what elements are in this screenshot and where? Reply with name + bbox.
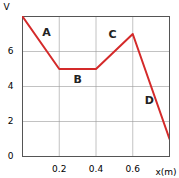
svg-text:x(m): x(m) (155, 167, 176, 177)
svg-text:4: 4 (8, 81, 14, 91)
svg-text:6: 6 (8, 46, 14, 56)
svg-text:D: D (145, 94, 154, 107)
svg-text:A: A (42, 26, 51, 39)
svg-text:B: B (73, 73, 81, 86)
svg-text:0.6: 0.6 (126, 164, 141, 174)
svg-text:C: C (108, 28, 116, 41)
svg-text:0.2: 0.2 (52, 164, 66, 174)
svg-text:V: V (4, 2, 11, 12)
svg-text:2: 2 (8, 116, 14, 126)
svg-text:0: 0 (8, 151, 14, 161)
svg-text:0.4: 0.4 (89, 164, 104, 174)
